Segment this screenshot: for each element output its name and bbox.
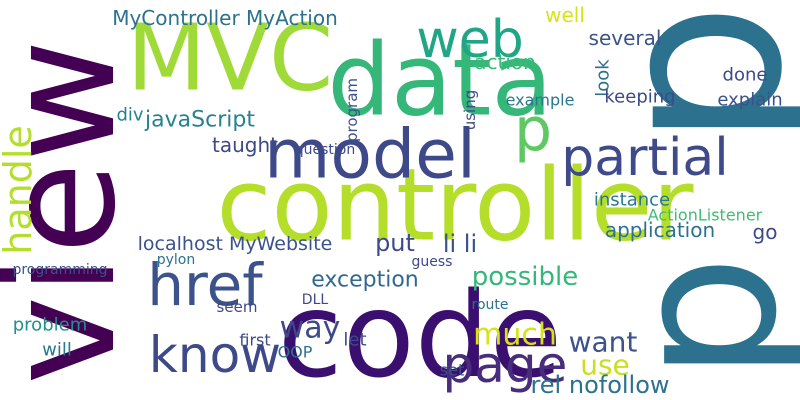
word: model [264,116,476,195]
word: guess [412,254,453,270]
word: application [605,218,715,242]
word: ActionListener [648,206,763,225]
word: partial [561,128,728,188]
word: way [280,311,341,346]
word: javaScript [144,108,255,133]
word: possible [472,262,578,292]
word: first [239,331,270,350]
word: data [327,22,552,139]
word: using [461,90,479,131]
word: much [473,318,557,353]
word: code [278,266,563,400]
word: will [42,340,72,361]
word: MVC [127,5,334,112]
word: handle [0,125,40,255]
word: let [343,330,366,351]
word: go [753,220,778,244]
word: MyController MyAction [112,6,338,30]
word: localhost MyWebsite [138,233,333,255]
word: use [580,349,630,382]
word: p [589,255,800,382]
word: DLL [302,292,329,308]
word: p [567,2,800,148]
word: set [440,361,464,380]
word: example [506,91,575,110]
word: p [514,95,552,165]
word: explain [717,90,782,111]
word: programming [12,262,107,278]
word: action [474,50,536,74]
word: exception [311,268,419,293]
word: taught [212,133,278,157]
word: href [147,251,264,319]
word: li li [443,230,477,258]
word: question [295,142,355,158]
word: instance [594,190,670,211]
word: well [545,3,585,27]
word: done [723,65,768,86]
word: div [116,105,143,126]
word: page [443,336,568,394]
word: know [149,326,281,384]
word: rel nofollow [530,371,669,399]
word: keeping [604,87,675,108]
word: put [375,229,415,257]
word: want [569,326,638,359]
word: several [589,26,662,50]
word: look [593,59,614,97]
word: pylon [157,252,196,268]
word: program [343,78,361,142]
word: route [472,297,509,313]
word: controller [216,147,694,264]
word: view [0,39,149,384]
word: seem [217,298,258,316]
word: web [416,10,524,70]
word: OOP [278,343,313,362]
word: problem [13,315,87,336]
